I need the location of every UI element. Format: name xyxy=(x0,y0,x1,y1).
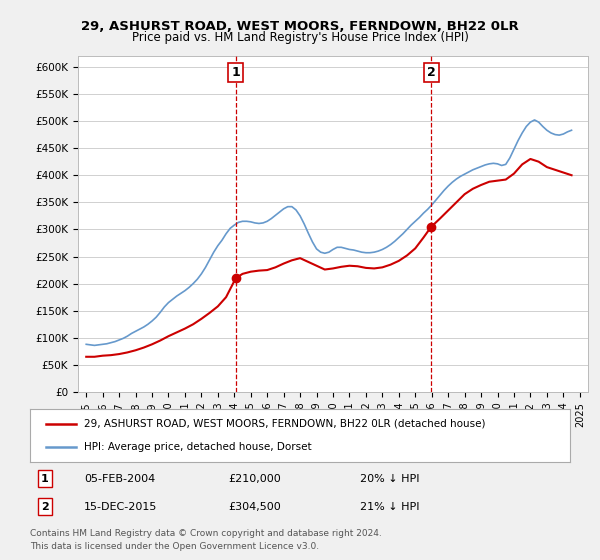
Text: 1: 1 xyxy=(41,474,49,484)
Text: 05-FEB-2004: 05-FEB-2004 xyxy=(84,474,155,484)
Text: Price paid vs. HM Land Registry's House Price Index (HPI): Price paid vs. HM Land Registry's House … xyxy=(131,31,469,44)
Text: 20% ↓ HPI: 20% ↓ HPI xyxy=(360,474,419,484)
Text: 2: 2 xyxy=(427,66,436,79)
Text: £210,000: £210,000 xyxy=(228,474,281,484)
Text: £304,500: £304,500 xyxy=(228,502,281,512)
Text: 21% ↓ HPI: 21% ↓ HPI xyxy=(360,502,419,512)
Text: 29, ASHURST ROAD, WEST MOORS, FERNDOWN, BH22 0LR: 29, ASHURST ROAD, WEST MOORS, FERNDOWN, … xyxy=(81,20,519,32)
Text: HPI: Average price, detached house, Dorset: HPI: Average price, detached house, Dors… xyxy=(84,442,311,452)
Text: 15-DEC-2015: 15-DEC-2015 xyxy=(84,502,157,512)
Text: 29, ASHURST ROAD, WEST MOORS, FERNDOWN, BH22 0LR (detached house): 29, ASHURST ROAD, WEST MOORS, FERNDOWN, … xyxy=(84,419,485,429)
Text: Contains HM Land Registry data © Crown copyright and database right 2024.
This d: Contains HM Land Registry data © Crown c… xyxy=(30,529,382,550)
Text: 1: 1 xyxy=(232,66,240,79)
Text: 2: 2 xyxy=(41,502,49,512)
